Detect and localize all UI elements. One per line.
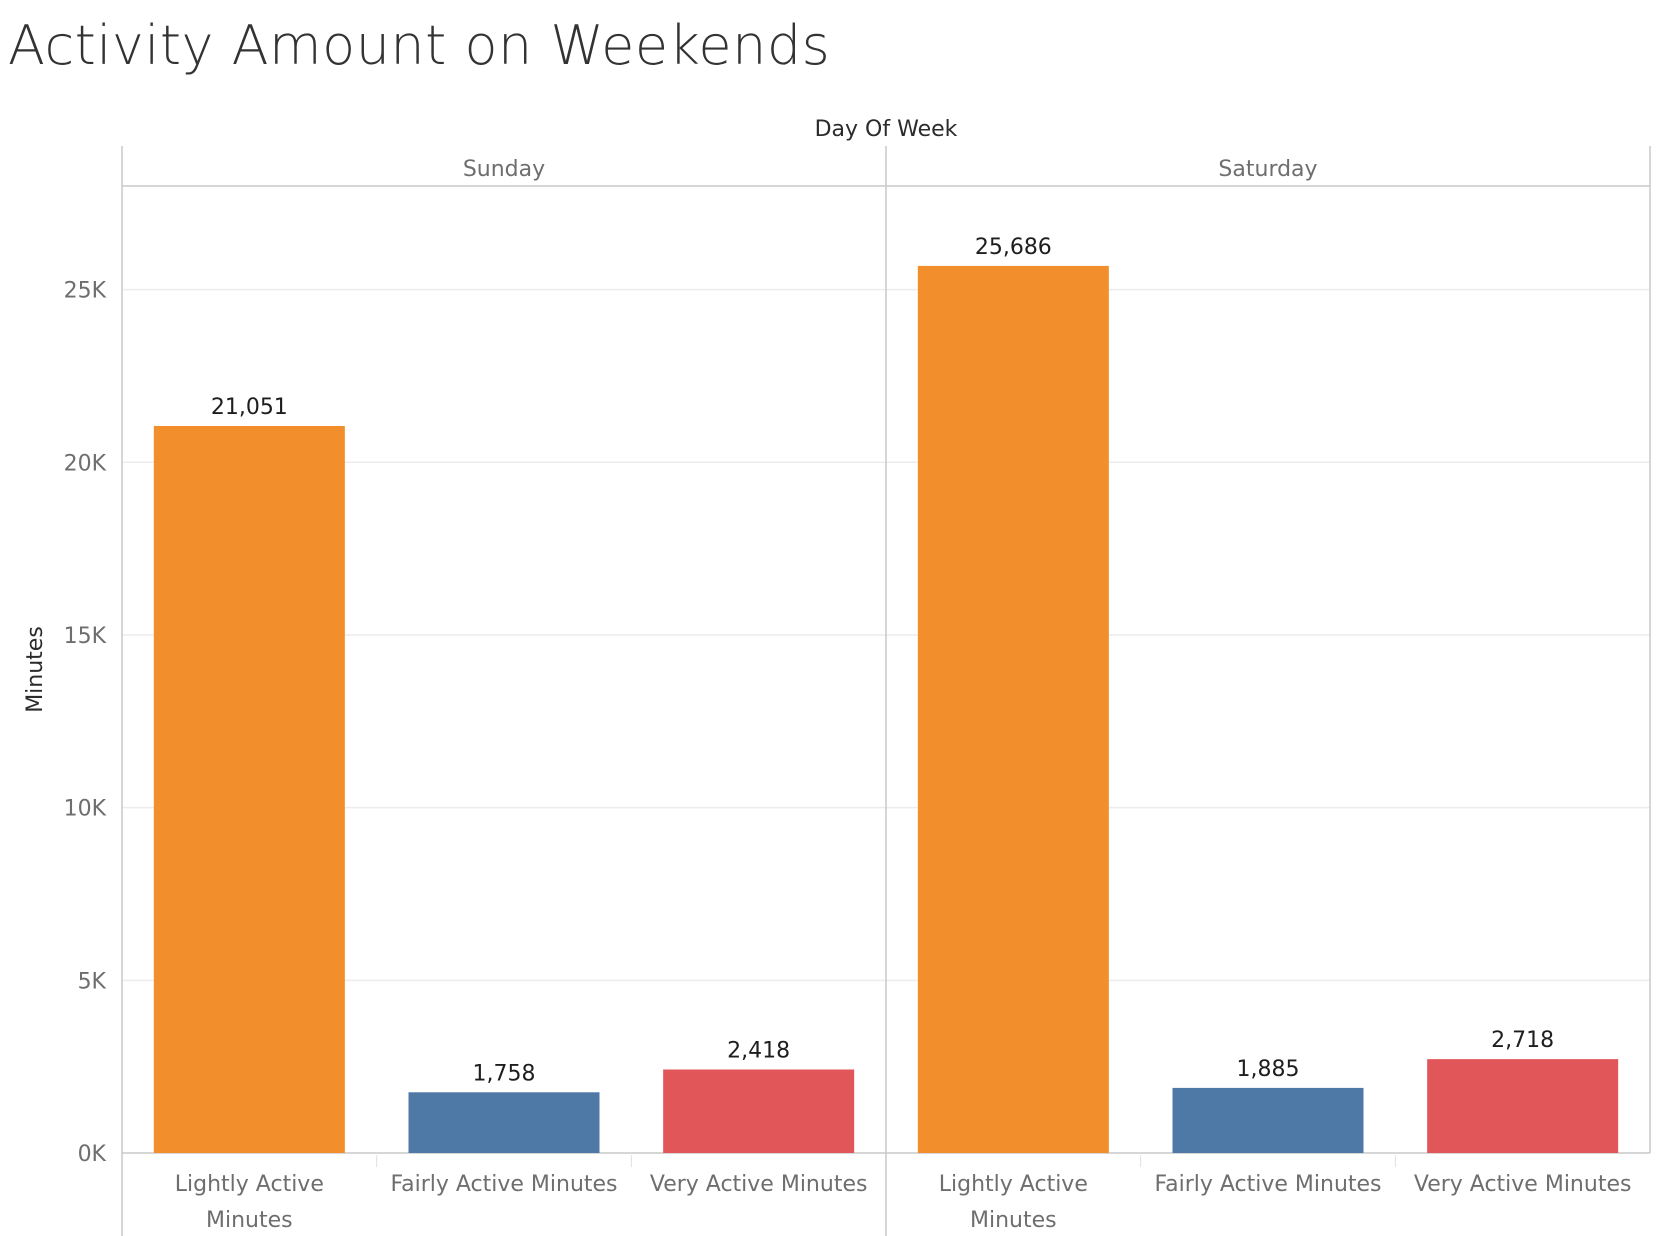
y-tick-label: 0K — [78, 1142, 107, 1167]
x-category-label: Fairly Active Minutes — [1154, 1172, 1381, 1197]
y-axis-title: Minutes — [23, 626, 48, 713]
x-category-label: Fairly Active Minutes — [390, 1172, 617, 1197]
bar-value-label: 1,885 — [1237, 1057, 1300, 1082]
x-category-label: Lightly Active Minutes — [175, 1172, 324, 1233]
y-tick-label: 5K — [78, 969, 107, 994]
facet-label: Saturday — [1218, 157, 1317, 182]
x-category-label: Very Active Minutes — [650, 1172, 868, 1197]
y-tick-label: 20K — [64, 451, 107, 476]
bar — [917, 265, 1109, 1153]
x-category-label: Very Active Minutes — [1414, 1172, 1632, 1197]
bar-value-label: 25,686 — [975, 235, 1052, 260]
bar-value-label: 21,051 — [211, 395, 288, 420]
x-category-label: Lightly Active Minutes — [939, 1172, 1088, 1233]
bar — [153, 425, 345, 1154]
facet-label: Sunday — [463, 157, 545, 182]
y-tick-label: 10K — [64, 797, 107, 822]
bar — [1427, 1059, 1619, 1153]
bar — [1172, 1087, 1364, 1153]
bar-value-label: 2,418 — [727, 1038, 790, 1063]
bar-value-label: 2,718 — [1491, 1028, 1554, 1053]
chart-title: Activity Amount on Weekends — [8, 14, 831, 77]
bar-value-label: 1,758 — [473, 1061, 536, 1086]
bar — [663, 1069, 855, 1153]
y-tick-label: 25K — [64, 279, 107, 304]
bar — [408, 1092, 600, 1153]
y-tick-label: 15K — [64, 624, 107, 649]
facet-axis-title: Day Of Week — [815, 117, 958, 142]
